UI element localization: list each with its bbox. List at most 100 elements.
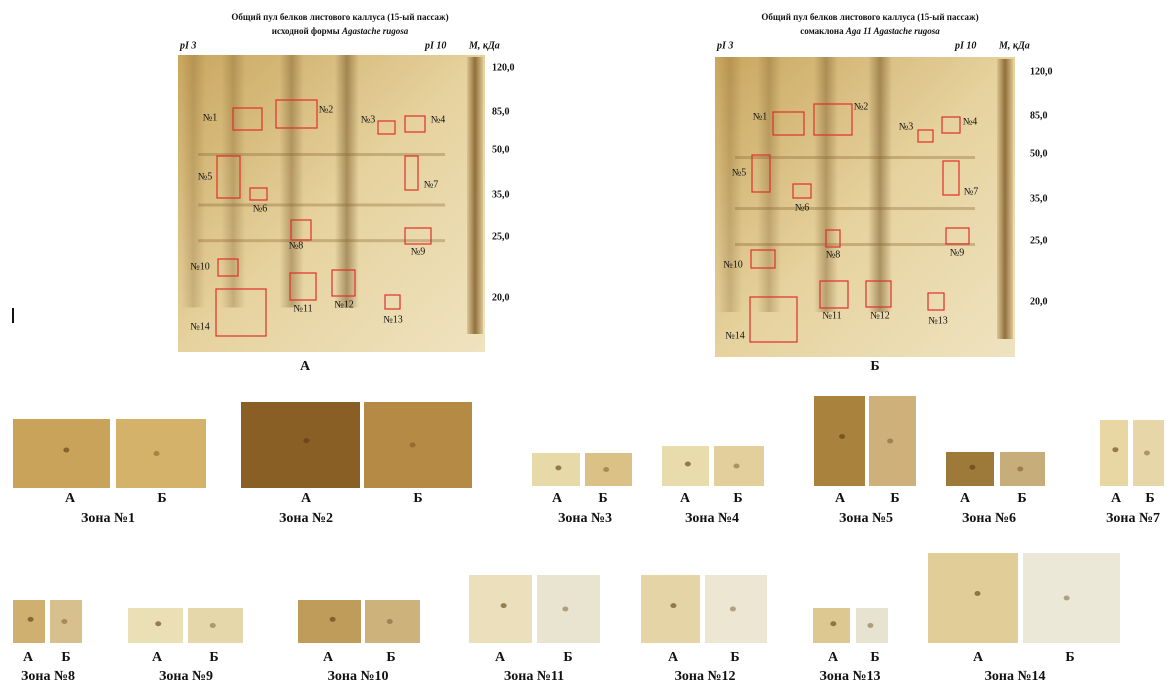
mass-tick: 85,0 bbox=[1030, 110, 1048, 121]
image-label-b: Б bbox=[598, 491, 607, 506]
zone-image-a bbox=[662, 446, 709, 486]
image-label-b: Б bbox=[870, 650, 879, 665]
zone-label: №1 bbox=[753, 111, 768, 122]
mass-tick: 35,0 bbox=[1030, 193, 1048, 204]
image-label-a: А bbox=[828, 650, 839, 665]
spot bbox=[61, 619, 67, 624]
spot bbox=[28, 617, 34, 622]
zone-label: №7 bbox=[964, 186, 979, 197]
spot bbox=[555, 465, 561, 470]
zone-label: №9 bbox=[950, 247, 965, 258]
mass-tick: 120,0 bbox=[1030, 66, 1053, 77]
gel-band bbox=[735, 243, 975, 246]
image-label-b: Б bbox=[157, 491, 166, 506]
spot bbox=[969, 465, 975, 470]
panel-caption: А bbox=[300, 359, 311, 374]
image-label-a: А bbox=[23, 650, 34, 665]
title-line: исходной формы Agastache rugosa bbox=[272, 26, 409, 36]
mass-tick: 25,0 bbox=[1030, 235, 1048, 246]
zone-caption: Зона №4 bbox=[685, 511, 739, 526]
zone-label: №11 bbox=[293, 303, 312, 314]
zone-label: №10 bbox=[190, 261, 210, 272]
zone-caption: Зона №3 bbox=[558, 511, 612, 526]
zone-label: №8 bbox=[826, 249, 841, 260]
spot bbox=[501, 603, 507, 608]
spot bbox=[63, 448, 69, 453]
zone-caption: Зона №1 bbox=[81, 511, 135, 526]
zone-label: №6 bbox=[795, 202, 810, 213]
gel-streak bbox=[718, 57, 742, 312]
spot bbox=[975, 591, 981, 596]
title-italic: Aga 11 Agastache rugosa bbox=[845, 26, 940, 36]
zone-caption: Зона №2 bbox=[279, 511, 333, 526]
zone-label: №11 bbox=[822, 310, 841, 321]
image-label-b: Б bbox=[733, 491, 742, 506]
spot bbox=[685, 462, 691, 467]
spot bbox=[867, 623, 873, 628]
gel-band bbox=[198, 239, 445, 242]
gel-band bbox=[735, 156, 975, 159]
zone-image-a bbox=[532, 453, 580, 486]
image-label-a: А bbox=[152, 650, 163, 665]
zone-image-a bbox=[469, 575, 532, 643]
mass-tick: 20,0 bbox=[1030, 296, 1048, 307]
zone-label: №14 bbox=[725, 330, 745, 341]
image-label-a: А bbox=[495, 650, 506, 665]
zone-image-b bbox=[364, 402, 472, 488]
spot bbox=[839, 434, 845, 439]
gel-band bbox=[198, 204, 445, 207]
zone-image-a bbox=[13, 600, 45, 643]
gel-streak bbox=[280, 55, 304, 307]
gel-streak bbox=[221, 55, 245, 307]
image-label-b: Б bbox=[1017, 491, 1026, 506]
gel-streak bbox=[868, 57, 892, 312]
spot bbox=[603, 467, 609, 472]
title-line: сомаклона Aga 11 Agastache rugosa bbox=[800, 26, 940, 36]
image-label-a: А bbox=[960, 491, 971, 506]
spot bbox=[303, 438, 309, 443]
image-label-a: А bbox=[301, 491, 312, 506]
spot bbox=[1144, 451, 1150, 456]
mass-tick: 50,0 bbox=[492, 144, 510, 155]
zone-image-a bbox=[641, 575, 700, 643]
panel-caption: Б bbox=[870, 359, 879, 374]
zone-caption: Зона №5 bbox=[839, 511, 893, 526]
spot bbox=[887, 439, 893, 444]
zone-label: №5 bbox=[732, 167, 747, 178]
zone-label: №13 bbox=[383, 314, 403, 325]
image-label-b: Б bbox=[1065, 650, 1074, 665]
zone-caption: Зона №8 bbox=[21, 669, 75, 684]
zone-label: №3 bbox=[361, 114, 376, 125]
mass-tick: 120,0 bbox=[492, 62, 515, 73]
pi-right: pI 10 bbox=[954, 40, 976, 51]
image-label-a: А bbox=[668, 650, 679, 665]
pi-left: pI 3 bbox=[179, 40, 196, 51]
zone-caption: Зона №13 bbox=[819, 669, 880, 684]
zone-image-a bbox=[298, 600, 361, 643]
zone-image-a bbox=[814, 396, 865, 486]
gel-streak bbox=[814, 57, 838, 312]
spot bbox=[1112, 447, 1118, 452]
mass-ladder bbox=[467, 57, 483, 334]
spot bbox=[210, 623, 216, 628]
zone-image-b bbox=[705, 575, 767, 643]
zone-image-a bbox=[128, 608, 183, 643]
title-italic: Agastache rugosa bbox=[341, 26, 409, 36]
image-label-b: Б bbox=[563, 650, 572, 665]
image-label-b: Б bbox=[209, 650, 218, 665]
pi-right: pI 10 bbox=[424, 40, 446, 51]
zone-label: №3 bbox=[899, 121, 914, 132]
image-label-b: Б bbox=[1145, 491, 1154, 506]
gel-band bbox=[735, 207, 975, 210]
zone-label: №1 bbox=[203, 112, 218, 123]
image-label-b: Б bbox=[386, 650, 395, 665]
image-label-b: Б bbox=[413, 491, 422, 506]
spot bbox=[830, 621, 836, 626]
zone-label: №8 bbox=[289, 240, 304, 251]
image-label-a: А bbox=[552, 491, 563, 506]
spot bbox=[155, 621, 161, 626]
zone-label: №9 bbox=[411, 246, 426, 257]
zone-caption: Зона №9 bbox=[159, 669, 213, 684]
title-line: Общий пул белков листового каллуса (15-ы… bbox=[761, 12, 978, 22]
zone-image-a bbox=[928, 553, 1018, 643]
